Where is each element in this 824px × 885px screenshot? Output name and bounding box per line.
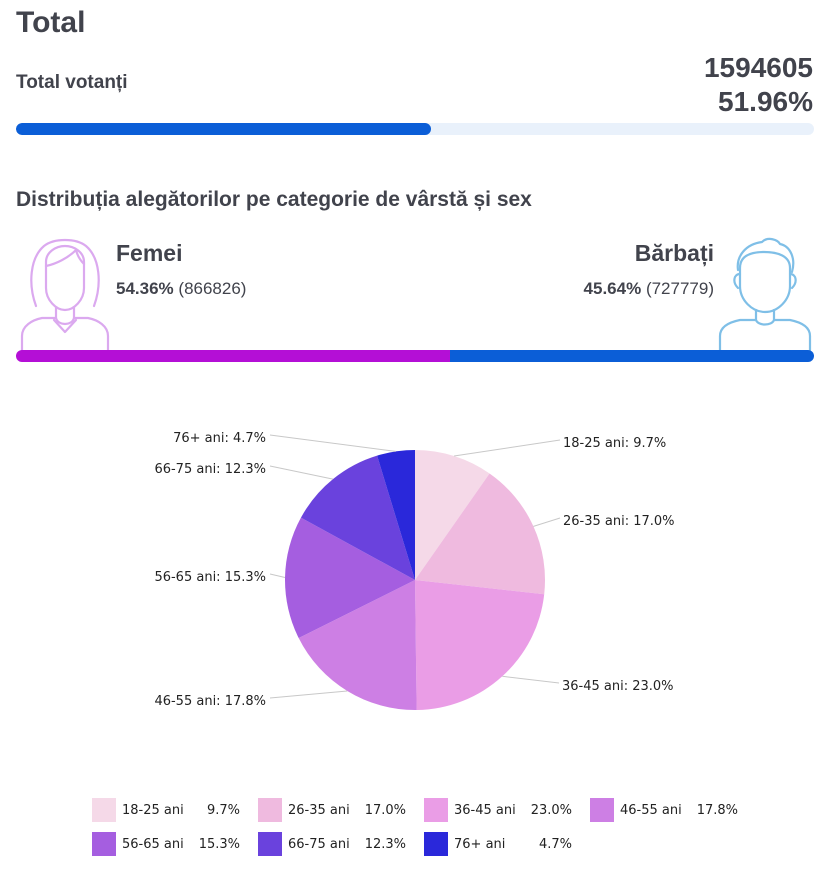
pie-slice-2: [415, 473, 546, 595]
male-label: Bărbați: [634, 240, 714, 266]
pie-slice-5: [284, 517, 415, 639]
legend-value: 4.7%: [538, 836, 572, 852]
female-label: Femei: [116, 240, 183, 266]
legend-value: 17.0%: [364, 802, 406, 818]
turnout-progress-bar: [16, 123, 814, 135]
total-voters-label: Total votanți: [16, 72, 128, 93]
legend-swatch: [258, 832, 282, 856]
female-avatar-icon: [20, 238, 110, 352]
legend-swatch: [92, 798, 116, 822]
gender-bar-female: [16, 350, 450, 362]
legend-swatch: [92, 832, 116, 856]
pie-slice-1: [415, 450, 490, 580]
legend-item-6: 66-75 ani 12.3%: [258, 832, 406, 856]
legend-value: 23.0%: [530, 802, 572, 818]
male-count: (727779): [645, 279, 714, 298]
legend-value: 9.7%: [206, 802, 240, 818]
pie-leader-line-7: [269, 434, 396, 452]
legend-label: 36-45 ani: [454, 802, 516, 818]
male-percent: 45.64%: [583, 279, 642, 298]
pie-slice-label-3: 36-45 ani: 23.0%: [562, 679, 674, 694]
pie-leader-line-6: [269, 465, 334, 480]
pie-slice-6: [300, 455, 415, 580]
pie-leader-line-3: [502, 675, 560, 684]
turnout-progress-fill: [16, 123, 431, 135]
legend-value: 12.3%: [364, 836, 406, 852]
legend-label: 26-35 ani: [288, 802, 350, 818]
male-value: 45.64% (727779): [584, 279, 714, 299]
legend-label: 46-55 ani: [620, 802, 682, 818]
female-percent: 54.36%: [116, 279, 174, 298]
legend-label: 18-25 ani: [122, 802, 184, 818]
age-distribution-pie-chart: 18-25 ani: 9.7% 26-35 ani: 17.0% 36-45 ani…: [154, 431, 675, 710]
legend-label: 76+ ani: [454, 836, 506, 852]
legend-item-4: 46-55 ani 17.8%: [590, 798, 738, 822]
legend-swatch: [590, 798, 614, 822]
pie-slice-7: [377, 450, 415, 580]
legend-item-1: 18-25 ani 9.7%: [92, 798, 240, 822]
pie-slice-label-4: 46-55 ani: 17.8%: [154, 694, 266, 709]
pie-slice-4: [298, 580, 417, 710]
pie-slice-label-7: 76+ ani: 4.7%: [173, 431, 266, 446]
legend-item-2: 26-35 ani 17.0%: [258, 798, 406, 822]
female-value: 54.36% (866826): [116, 279, 246, 299]
legend-swatch: [424, 832, 448, 856]
distribution-title: Distribuția alegătorilor pe categorie de…: [16, 188, 532, 211]
pie-leader-line-4: [269, 690, 348, 699]
legend-value: 17.8%: [696, 802, 738, 818]
pie-slice-label-5: 56-65 ani: 15.3%: [154, 570, 266, 585]
female-count: (866826): [178, 279, 247, 298]
legend-value: 15.3%: [198, 836, 240, 852]
pie-slice-label-6: 66-75 ani: 12.3%: [154, 462, 266, 477]
pie-slice-label-1: 18-25 ani: 9.7%: [563, 436, 666, 451]
total-voters-count: 1594605: [703, 52, 813, 83]
legend-label: 56-65 ani: [122, 836, 184, 852]
legend-item-7: 76+ ani 4.7%: [424, 832, 572, 856]
legend-swatch: [424, 798, 448, 822]
male-avatar-icon: [718, 237, 812, 352]
page-title: Total: [16, 6, 86, 39]
legend-swatch: [258, 798, 282, 822]
gender-split-bar: [16, 350, 814, 362]
legend-label: 66-75 ani: [288, 836, 350, 852]
legend-item-5: 56-65 ani 15.3%: [92, 832, 240, 856]
legend-item-3: 36-45 ani 23.0%: [424, 798, 572, 822]
pie-slice-3: [415, 580, 545, 710]
turnout-percent: 51.96%: [718, 86, 813, 117]
pie-leader-line-1: [454, 439, 561, 457]
pie-leader-line-5: [269, 573, 286, 579]
pie-leader-line-2: [533, 517, 561, 527]
gender-bar-male: [449, 350, 814, 362]
pie-slice-label-2: 26-35 ani: 17.0%: [563, 514, 675, 529]
